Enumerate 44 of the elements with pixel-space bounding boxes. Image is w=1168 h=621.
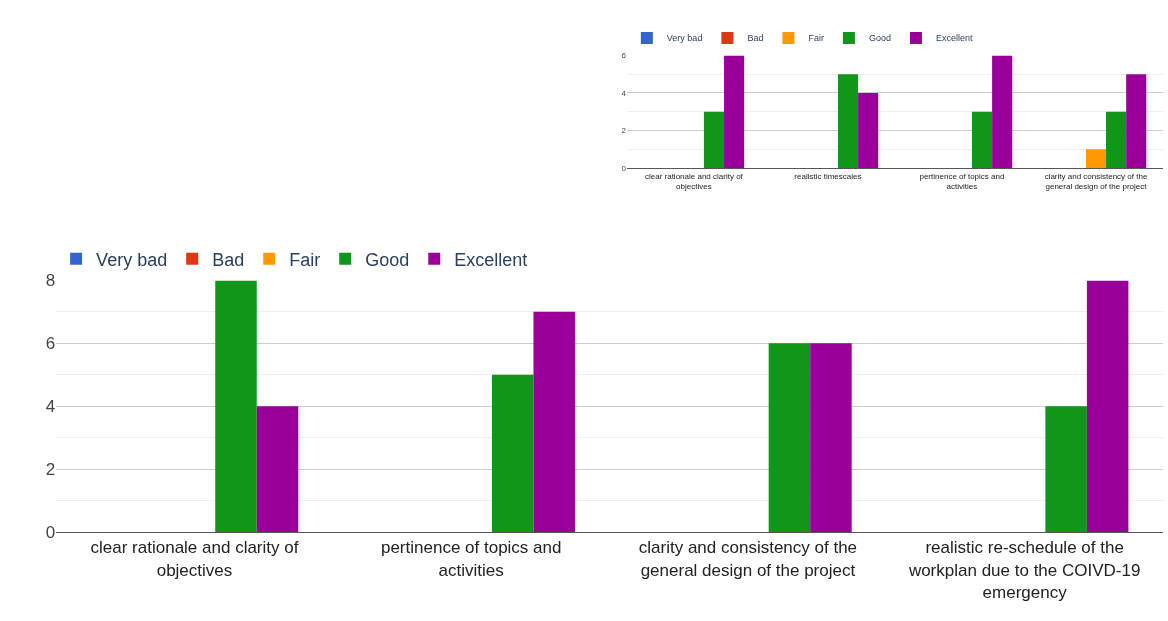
bar bbox=[215, 280, 257, 532]
y-tick-label: 2 bbox=[621, 126, 627, 136]
bar bbox=[491, 374, 534, 532]
y-tick-label: 6 bbox=[621, 51, 627, 61]
legend-label: Excellent bbox=[454, 249, 528, 270]
bar bbox=[768, 343, 811, 532]
legend-label: Fair bbox=[289, 249, 321, 270]
bar bbox=[703, 111, 725, 168]
x-tick-label: realistic re-schedule of the workplan due to the COIVD-19 emergency bbox=[907, 538, 1141, 602]
legend-label: Good bbox=[365, 249, 410, 270]
x-tick-label: clear rationale and clarity of objectives bbox=[90, 538, 299, 580]
y-tick-label: 0 bbox=[45, 522, 56, 542]
bar bbox=[533, 311, 575, 532]
x-tick-label: clarity and consistency of the general design of the project bbox=[1044, 171, 1148, 191]
y-tick-label: 4 bbox=[45, 397, 56, 417]
x-tick-label: clarity and consistency of the general design of the project bbox=[638, 538, 858, 580]
bar bbox=[724, 55, 745, 168]
legend-label: Good bbox=[868, 33, 891, 44]
legend-label: Excellent bbox=[935, 33, 973, 44]
bar bbox=[1086, 280, 1129, 532]
y-tick-label: 4 bbox=[621, 88, 627, 98]
x-tick-label: pertinence of topics and activities bbox=[919, 171, 1005, 191]
bar bbox=[992, 55, 1013, 168]
bar bbox=[1106, 111, 1127, 168]
legend-label: Very bad bbox=[96, 249, 168, 270]
bar bbox=[256, 406, 299, 532]
x-tick-label: clear rationale and clarity of objectives bbox=[644, 171, 744, 191]
bar bbox=[837, 74, 859, 168]
bar bbox=[1045, 406, 1087, 532]
x-tick-label: pertinence of topics and activities bbox=[380, 538, 562, 580]
y-tick-label: 0 bbox=[621, 163, 627, 173]
legend-label: Fair bbox=[808, 33, 824, 44]
legend-label: Bad bbox=[212, 249, 245, 270]
legend-label: Very bad bbox=[666, 33, 703, 44]
legend-label: Bad bbox=[747, 33, 764, 44]
bar bbox=[1126, 74, 1147, 168]
y-tick-label: 2 bbox=[45, 460, 56, 480]
y-tick-label: 6 bbox=[45, 334, 56, 354]
bar bbox=[858, 92, 879, 168]
y-tick-label: 8 bbox=[45, 271, 56, 291]
bar bbox=[971, 111, 993, 168]
x-tick-label: realistic timescales bbox=[794, 171, 862, 181]
bar bbox=[1085, 149, 1107, 168]
bar bbox=[810, 343, 852, 532]
